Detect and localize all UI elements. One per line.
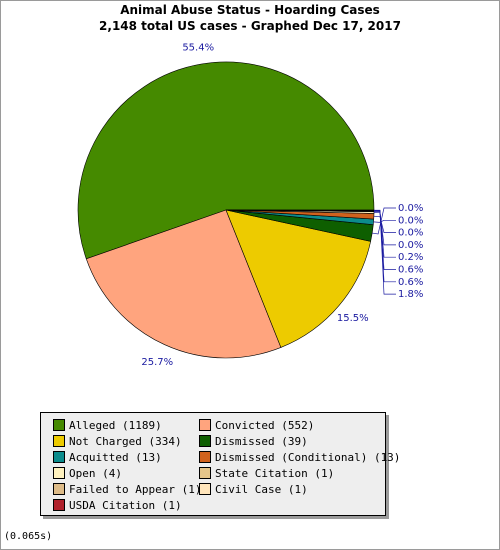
legend-swatch: [53, 499, 65, 511]
legend-label: Open (4): [69, 467, 122, 480]
data-label-small-6: 0.6%: [398, 277, 423, 288]
legend: Alleged (1189) Convicted (552) Not Charged…: [40, 412, 400, 516]
legend-swatch: [199, 419, 211, 431]
data-label-small-3: 0.0%: [398, 240, 423, 251]
pie-chart: 55.4%25.7%15.5%0.0%0.0%0.0%0.0%0.2%0.6%0…: [77, 42, 423, 368]
data-label-small-5: 0.6%: [398, 265, 423, 276]
leader-line: [373, 210, 396, 270]
legend-item: Civil Case (1): [199, 483, 308, 497]
legend-label: Alleged (1189): [69, 419, 162, 432]
legend-label: Acquitted (13): [69, 451, 162, 464]
legend-swatch: [199, 451, 211, 463]
data-label-alleged: 55.4%: [182, 42, 214, 53]
legend-item: Dismissed (39): [199, 435, 308, 449]
render-time: (0.065s): [4, 531, 53, 542]
pie-slice-convicted: [85, 209, 282, 359]
legend-item: Not Charged (334): [53, 435, 182, 449]
legend-swatch: [53, 419, 65, 431]
legend-item: Alleged (1189): [53, 419, 162, 433]
legend-item: USDA Citation (1): [53, 499, 182, 513]
data-label-small-4: 0.2%: [398, 252, 423, 263]
data-label-small-2: 0.0%: [398, 228, 423, 239]
legend-label: State Citation (1): [215, 467, 335, 480]
data-label-small-7: 1.8%: [398, 289, 423, 300]
legend-swatch: [199, 467, 211, 479]
legend-label: Not Charged (334): [69, 435, 182, 448]
leader-line: [373, 211, 396, 258]
leader-line: [373, 215, 396, 233]
legend-swatch: [53, 435, 65, 447]
pie-slice-alleged: [77, 61, 375, 260]
leader-line: [373, 212, 396, 246]
legend-label: Dismissed (39): [215, 435, 308, 448]
pie-slice-not-charged: [225, 209, 371, 348]
leader-line: [373, 209, 396, 295]
data-label-small-0: 0.0%: [398, 203, 423, 214]
leader-line: [373, 210, 396, 283]
legend-label: Convicted (552): [215, 419, 315, 432]
legend-item: Acquitted (13): [53, 451, 162, 465]
legend-label: Dismissed (Conditional) (13): [215, 451, 401, 464]
legend-swatch: [53, 483, 65, 495]
legend-swatch: [199, 435, 211, 447]
legend-label: USDA Citation (1): [69, 499, 182, 512]
leader-line: [373, 219, 396, 223]
legend-swatch: [53, 451, 65, 463]
data-label-small-1: 0.0%: [398, 215, 423, 226]
chart-subtitle: 2,148 total US cases - Graphed Dec 17, 2…: [99, 19, 401, 33]
legend-swatch: [53, 467, 65, 479]
legend-item: State Citation (1): [199, 467, 334, 481]
data-label-convicted: 25.7%: [141, 357, 173, 368]
legend-item: Dismissed (Conditional) (13): [199, 451, 400, 465]
leader-line: [372, 207, 396, 235]
legend-item: Failed to Appear (1): [53, 483, 201, 497]
chart-title: Animal Abuse Status - Hoarding Cases: [120, 3, 380, 17]
legend-item: Convicted (552): [199, 419, 314, 433]
data-label-not-charged: 15.5%: [337, 313, 369, 324]
legend-label: Failed to Appear (1): [69, 483, 202, 496]
legend-swatch: [199, 483, 211, 495]
legend-label: Civil Case (1): [215, 483, 308, 496]
legend-item: Open (4): [53, 467, 122, 481]
